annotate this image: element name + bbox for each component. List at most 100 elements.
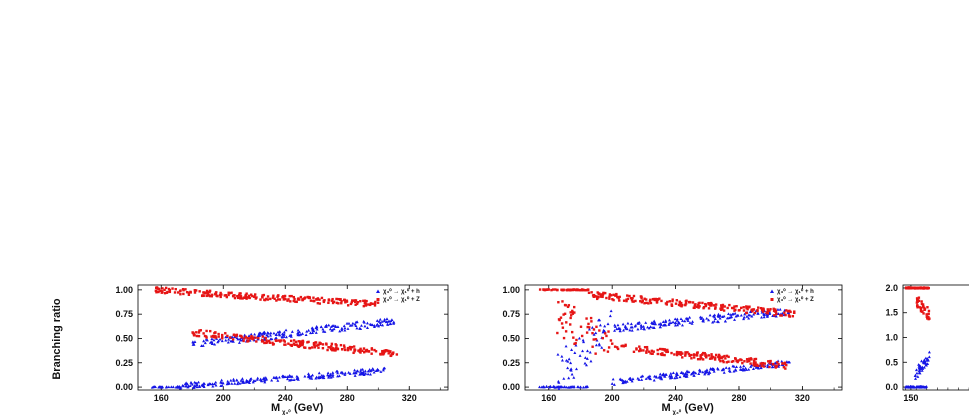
- data-point-z: [287, 342, 290, 345]
- data-point-z: [793, 311, 796, 315]
- data-point-h: [315, 375, 319, 379]
- data-point-z: [365, 348, 369, 352]
- data-point-h: [311, 373, 315, 377]
- data-point-z: [371, 302, 374, 305]
- data-point-z: [782, 366, 786, 369]
- data-point-h: [780, 359, 784, 363]
- data-point-z: [331, 347, 334, 350]
- data-point-z: [161, 287, 164, 290]
- data-point-z: [710, 353, 713, 356]
- x-tick-label: 200: [605, 393, 620, 403]
- data-point-z: [652, 350, 655, 353]
- data-point-z: [684, 351, 687, 354]
- data-point-h: [249, 332, 253, 336]
- data-point-z: [301, 343, 304, 347]
- data-point-h: [668, 376, 672, 380]
- data-point-z: [562, 288, 565, 291]
- data-point-z: [655, 300, 659, 304]
- data-point-h: [747, 367, 751, 371]
- data-point-z: [345, 299, 349, 302]
- series-h: [538, 307, 792, 390]
- data-point-z: [350, 346, 354, 349]
- data-point-h: [698, 370, 702, 373]
- data-point-h: [288, 378, 292, 382]
- data-point-h: [780, 311, 784, 315]
- data-point-z: [245, 292, 248, 295]
- data-point-z: [217, 332, 220, 336]
- data-point-h: [263, 380, 267, 384]
- data-point-z: [363, 301, 367, 304]
- data-point-z: [353, 348, 357, 352]
- data-point-z: [352, 345, 356, 348]
- data-point-h: [705, 316, 709, 320]
- data-point-h: [788, 360, 792, 364]
- data-point-z: [352, 351, 355, 355]
- data-point-z: [562, 313, 565, 316]
- y-tick-label: 0.50: [115, 333, 133, 343]
- data-point-h: [920, 385, 924, 389]
- data-point-z: [752, 363, 755, 366]
- data-point-z: [925, 315, 929, 319]
- data-point-z: [295, 343, 298, 346]
- data-point-z: [307, 340, 310, 344]
- data-point-z: [674, 302, 678, 305]
- data-point-z: [663, 349, 667, 352]
- data-point-z: [329, 347, 333, 351]
- data-point-h: [787, 311, 791, 315]
- data-point-z: [675, 350, 679, 354]
- data-point-h: [588, 350, 592, 354]
- data-point-z: [719, 307, 722, 310]
- legend-marker-z: [770, 298, 774, 301]
- data-point-z: [160, 290, 164, 293]
- data-point-h: [664, 373, 668, 376]
- data-point-h: [778, 307, 782, 311]
- data-point-z: [609, 339, 613, 342]
- data-point-z: [215, 291, 218, 294]
- data-point-z: [261, 294, 264, 297]
- data-point-h: [923, 385, 927, 389]
- data-point-h: [602, 328, 606, 332]
- data-point-h: [652, 322, 656, 325]
- data-point-h: [218, 337, 222, 341]
- data-point-z: [179, 293, 182, 296]
- data-point-z: [714, 303, 718, 306]
- data-point-z: [573, 305, 576, 309]
- data-point-z: [602, 349, 606, 352]
- data-point-z: [768, 361, 771, 365]
- data-point-z: [702, 306, 705, 310]
- data-point-h: [350, 323, 354, 327]
- data-point-h: [192, 342, 196, 346]
- data-point-z: [718, 354, 721, 358]
- data-point-z: [759, 306, 763, 310]
- data-point-h: [555, 385, 559, 389]
- data-point-h: [359, 368, 363, 371]
- data-point-z: [615, 346, 619, 349]
- data-point-h: [751, 367, 755, 370]
- data-point-h: [340, 326, 344, 330]
- data-point-h: [389, 322, 393, 325]
- data-point-h: [630, 379, 634, 383]
- data-point-h: [684, 316, 688, 320]
- data-point-h: [272, 331, 276, 335]
- data-point-h: [569, 368, 573, 372]
- data-point-h: [688, 321, 692, 324]
- data-point-z: [187, 293, 191, 296]
- data-point-h: [628, 376, 632, 380]
- data-point-h: [287, 375, 291, 378]
- data-point-h: [259, 377, 263, 381]
- data-point-z: [774, 364, 777, 368]
- data-point-h: [181, 383, 185, 387]
- data-point-z: [737, 309, 741, 312]
- data-point-z: [206, 290, 209, 293]
- data-point-h: [776, 308, 780, 311]
- data-point-z: [684, 300, 688, 303]
- data-point-z: [745, 358, 749, 361]
- data-point-z: [297, 345, 300, 349]
- data-point-z: [570, 314, 573, 317]
- data-point-h: [589, 359, 593, 363]
- data-point-h: [701, 370, 705, 374]
- data-point-h: [247, 334, 251, 337]
- data-point-h: [274, 336, 278, 340]
- data-point-h: [670, 376, 674, 379]
- data-point-h: [574, 367, 578, 371]
